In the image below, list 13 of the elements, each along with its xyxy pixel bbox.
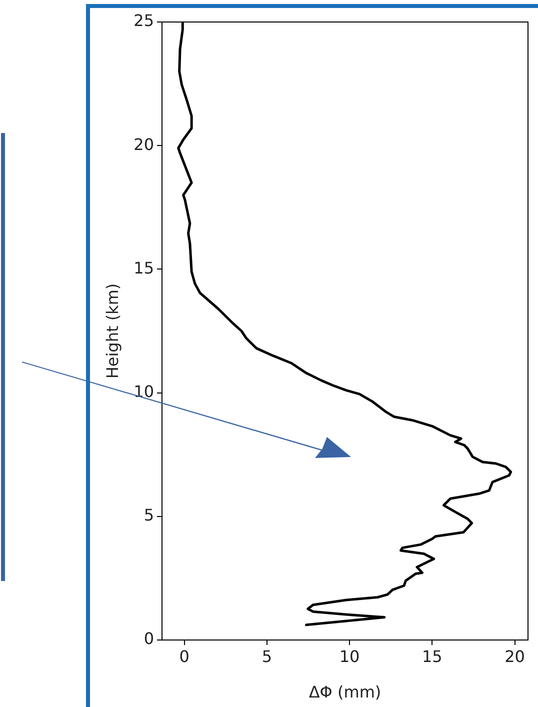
y-axis-title: Height (km) <box>102 283 122 379</box>
y-tick-label: 15 <box>134 258 154 278</box>
y-tick-label: 5 <box>144 506 154 525</box>
y-tick-label: 10 <box>134 382 154 401</box>
y-tick-label: 25 <box>134 11 154 30</box>
x-tick-label: 0 <box>179 646 190 666</box>
x-axis-title: ΔΦ (mm) <box>308 682 382 702</box>
x-tick-label: 20 <box>504 646 525 666</box>
x-tick-label: 5 <box>262 646 272 666</box>
x-tick-label: 10 <box>339 646 360 666</box>
y-tick-label: 20 <box>134 134 154 154</box>
y-tick-label: 0 <box>144 629 154 648</box>
x-tick-label: 15 <box>422 646 442 666</box>
